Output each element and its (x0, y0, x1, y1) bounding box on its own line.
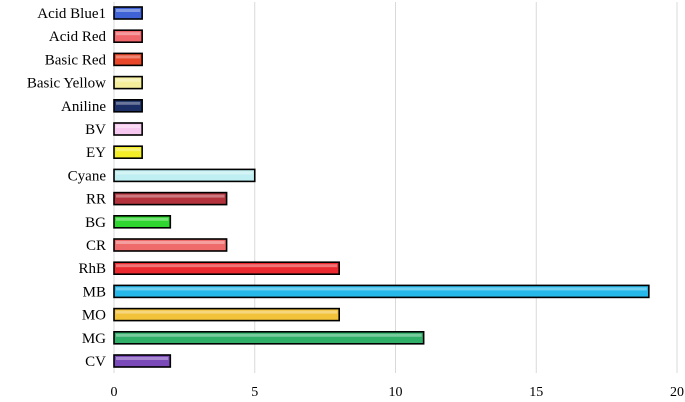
bar-highlight (116, 357, 169, 360)
bar (113, 238, 228, 252)
bar-highlight (116, 148, 141, 152)
bar-rect (113, 284, 650, 299)
bar-rect (113, 6, 143, 20)
bar (113, 330, 425, 345)
category-label: RhB (78, 261, 106, 277)
bar (113, 168, 256, 183)
bar (113, 6, 143, 20)
category-label: MG (82, 331, 106, 347)
x-tick-label: 0 (111, 385, 118, 400)
bar-rect (113, 307, 340, 322)
category-label: RR (86, 192, 106, 208)
bar-rect (113, 29, 143, 44)
x-tick-label: 20 (670, 385, 684, 400)
bar-rect (113, 191, 228, 206)
bar (113, 261, 340, 276)
bar (113, 145, 143, 159)
category-label: BG (85, 215, 106, 231)
bar-rect (113, 215, 172, 229)
bar-highlight (116, 55, 141, 59)
category-label: Basic Yellow (27, 76, 106, 92)
bars (113, 6, 650, 368)
bar (113, 354, 172, 368)
x-axis-ticks: 0 5 10 15 20 (111, 385, 685, 400)
category-label: Aniline (61, 99, 106, 115)
bar (113, 75, 143, 90)
bar-highlight (116, 217, 169, 221)
bar-rect (113, 330, 425, 345)
bar-highlight (116, 287, 647, 291)
category-label: Acid Blue1 (37, 6, 106, 22)
category-label: EY (86, 145, 106, 161)
bar-rect (113, 168, 256, 183)
bar (113, 52, 143, 67)
category-label: Acid Red (49, 29, 107, 45)
bar-highlight (116, 310, 338, 314)
bar (113, 99, 143, 113)
category-label: CR (86, 238, 106, 254)
x-tick-label: 10 (389, 385, 403, 400)
bar-rect (113, 52, 143, 67)
x-tick-label: 5 (251, 385, 258, 400)
bar-highlight (116, 9, 141, 12)
bar (113, 215, 172, 229)
bar (113, 191, 228, 206)
bar (113, 284, 650, 299)
bar-highlight (116, 333, 422, 337)
bar-rect (113, 122, 143, 136)
bar-rect (113, 238, 228, 252)
bar-highlight (116, 78, 141, 82)
bar-highlight (116, 171, 253, 175)
x-tick-label: 15 (529, 385, 543, 400)
category-label: MB (83, 284, 106, 300)
bar-highlight (116, 241, 225, 244)
bar (113, 307, 340, 322)
bar-rect (113, 261, 340, 276)
bar-rect (113, 145, 143, 159)
bar-rect (113, 99, 143, 113)
category-label: CV (85, 354, 106, 370)
category-label: BV (85, 122, 106, 138)
bar (113, 29, 143, 44)
bar (113, 122, 143, 136)
category-label: Cyane (68, 168, 107, 184)
category-label: MO (82, 308, 106, 324)
bar-highlight (116, 264, 338, 268)
bar-highlight (116, 194, 225, 198)
bar-rect (113, 75, 143, 90)
bar-highlight (116, 101, 141, 105)
bar-rect (113, 354, 172, 368)
bar-highlight (116, 32, 141, 36)
bar-highlight (116, 125, 141, 128)
category-label: Basic Red (45, 52, 107, 68)
category-labels: Acid Blue1 Acid Red Basic Red Basic Yellow A… (27, 6, 107, 370)
